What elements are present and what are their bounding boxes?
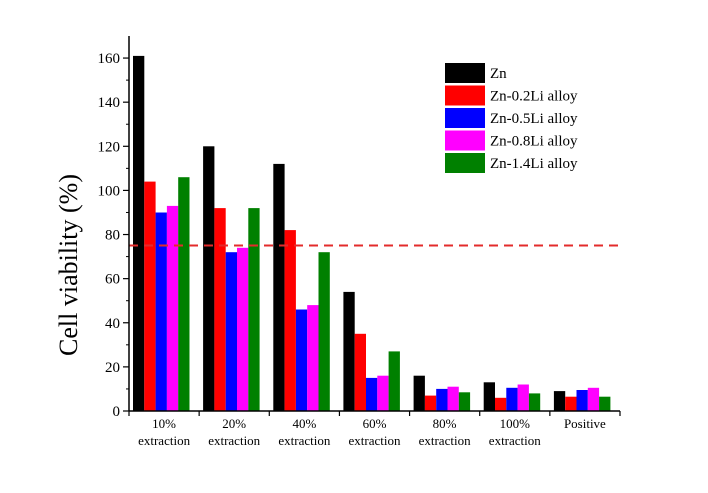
bar-4-2	[237, 247, 249, 411]
legend-label-5: Zn-1.4Li alloy	[490, 156, 578, 172]
bar-4-4	[377, 375, 389, 411]
y-tick-label-6: 100	[98, 183, 121, 199]
x-category-label-2-1: 20%	[222, 416, 246, 431]
bar-5-7	[599, 396, 611, 411]
bar-4-1	[166, 205, 179, 411]
y-tick-label-5: 80	[105, 228, 120, 244]
x-category-label-1-1: 10%	[152, 416, 176, 431]
y-tick-label-7: 120	[98, 139, 121, 155]
bar-1-5	[413, 375, 425, 411]
legend-swatch-1	[445, 63, 485, 83]
legend-label-4: Zn-0.8Li alloy	[490, 134, 578, 150]
legend-swatch-4	[445, 130, 485, 151]
y-tick-label-8: 140	[98, 95, 121, 111]
legend-swatch-3	[445, 108, 485, 128]
x-category-label-5-1: 80%	[433, 416, 457, 431]
bar-3-2	[225, 252, 237, 411]
bar-4-3	[307, 305, 319, 411]
bar-3-6	[506, 387, 518, 411]
x-category-label-4-2: extraction	[349, 433, 401, 448]
y-tick-label-1: 0	[113, 404, 121, 420]
legend-label-3: Zn-0.5Li alloy	[490, 111, 578, 127]
axes-layer: 0 20 40 60 80 100 120 140 160 10% extraction 20% ext…	[98, 36, 621, 448]
x-category-label-6-2: extraction	[489, 433, 541, 448]
legend-label-2: Zn-0.2Li alloy	[490, 89, 578, 105]
legend: Zn Zn-0.2Li alloy Zn-0.5Li alloy Zn-0.8Li a…	[445, 63, 578, 173]
bar-2-2	[214, 208, 226, 411]
y-axis-label: Cell viability (%)	[54, 174, 83, 356]
bar-1-6	[483, 382, 495, 411]
bar-2-1	[144, 181, 156, 411]
bar-5-3	[318, 252, 330, 411]
bar-5-2	[248, 208, 260, 411]
bar-5-5	[458, 392, 471, 412]
x-category-label-5-2: extraction	[419, 433, 471, 448]
bar-3-1	[155, 212, 167, 411]
y-tick-label-9: 160	[98, 51, 121, 67]
bar-5-1	[178, 177, 190, 411]
bar-1-4	[343, 291, 355, 411]
bar-4-7	[587, 387, 600, 411]
bar-4-5	[447, 386, 459, 411]
legend-label-1: Zn	[490, 66, 507, 82]
x-category-label-3-2: extraction	[278, 433, 330, 448]
x-category-label-1-2: extraction	[138, 433, 190, 448]
bar-2-5	[424, 395, 437, 411]
x-category-label-7-1: Positive	[564, 416, 606, 431]
bar-4-6	[517, 384, 529, 411]
x-category-label-4-1: 60%	[363, 416, 387, 431]
bar-1-3	[273, 163, 285, 411]
y-tick-label-4: 60	[105, 272, 120, 288]
bar-1-2	[203, 146, 215, 412]
bar-3-4	[366, 377, 378, 411]
bar-3-7	[576, 390, 588, 411]
y-tick-label-3: 40	[105, 316, 120, 332]
bar-2-3	[284, 230, 296, 411]
bar-5-4	[388, 351, 400, 411]
legend-swatch-5	[445, 153, 485, 173]
y-tick-label-2: 20	[105, 360, 120, 376]
bar-2-4	[354, 333, 366, 411]
bar-3-3	[295, 309, 308, 411]
bar-1-1	[133, 55, 145, 412]
bar-5-6	[528, 393, 541, 411]
bar-2-7	[565, 396, 577, 411]
bar-2-6	[495, 397, 507, 411]
x-category-label-2-2: extraction	[208, 433, 260, 448]
bar-3-5	[436, 388, 448, 411]
legend-swatch-2	[445, 85, 485, 106]
bars-layer	[133, 55, 611, 412]
bar-1-7	[553, 391, 566, 411]
x-category-label-6-1: 100%	[500, 416, 531, 431]
x-category-label-3-1: 40%	[292, 416, 316, 431]
